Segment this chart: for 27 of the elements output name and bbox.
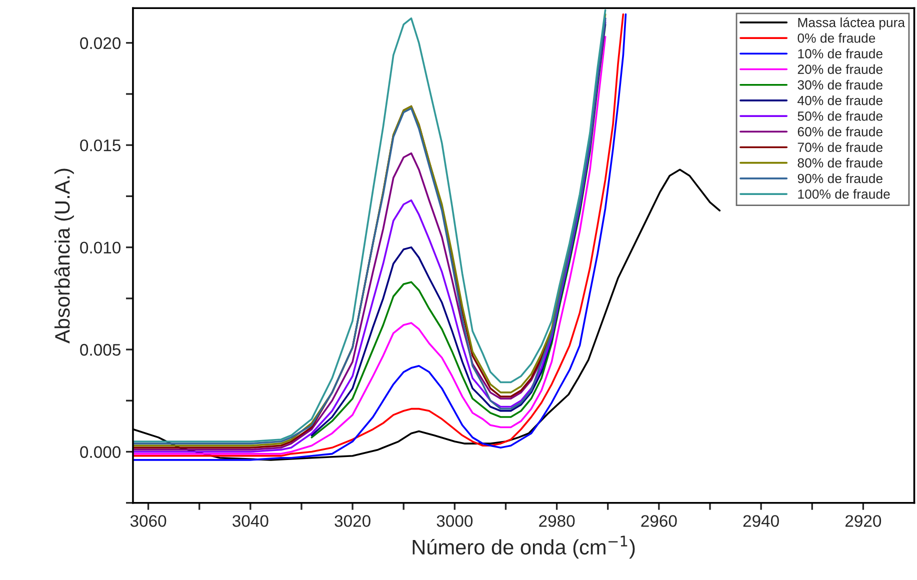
legend-label: 50% de fraude — [798, 111, 882, 121]
x-tick-label: 3060 — [130, 515, 166, 527]
x-axis-title: Número de onda (cm$^{−1}$) — [412, 536, 635, 559]
x-tick-label: 3000 — [436, 515, 473, 527]
x-tick-label: 2920 — [845, 515, 882, 527]
x-tick-label: 2960 — [641, 515, 677, 527]
legend-label: 60% de fraude — [798, 126, 882, 136]
y-tick-label: 0.015 — [80, 139, 120, 152]
y-tick-label: 0.010 — [80, 242, 121, 254]
y-axis-title: Absorbância (U.A.) — [54, 168, 74, 344]
legend-label: 10% de fraude — [798, 48, 882, 58]
y-tick-label: 0.000 — [80, 446, 121, 458]
legend-label: 100% de fraude — [798, 189, 890, 199]
legend-label: 0% de fraude — [798, 33, 876, 43]
legend-label: 90% de fraude — [798, 173, 882, 184]
y-tick-label: 0.005 — [80, 344, 120, 356]
legend-label: Massa láctea pura — [798, 17, 906, 30]
x-tick-label: 2940 — [743, 515, 779, 527]
legend-label: 40% de fraude — [798, 96, 882, 106]
legend-label: 70% de fraude — [798, 142, 882, 152]
legend-label: 30% de fraude — [798, 80, 882, 90]
x-tick-label: 3040 — [232, 515, 268, 527]
legend-label: 80% de fraude — [798, 158, 882, 168]
x-tick-label: 3020 — [334, 515, 370, 527]
y-tick-label: 0.020 — [80, 37, 121, 50]
x-tick-label: 2980 — [539, 515, 575, 527]
legend-label: 20% de fraude — [798, 64, 882, 74]
